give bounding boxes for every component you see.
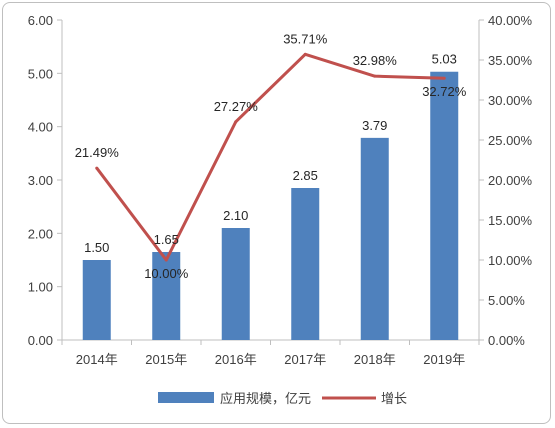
right-tick-label: 15.00% — [488, 213, 533, 228]
x-tick-label: 2018年 — [354, 352, 396, 367]
right-tick-label: 40.00% — [488, 13, 533, 28]
legend-bar-label: 应用规模，亿元 — [220, 391, 311, 407]
line-point — [95, 166, 99, 170]
x-tick-label: 2019年 — [423, 352, 465, 367]
line-data-label: 10.00% — [144, 266, 189, 281]
legend-bar-swatch — [158, 392, 214, 403]
x-tick-label: 2014年 — [76, 352, 118, 367]
bar — [291, 188, 320, 340]
bar-data-label: 3.79 — [362, 118, 387, 133]
right-tick-label: 0.00% — [488, 333, 525, 348]
bar-data-label: 2.85 — [293, 168, 318, 183]
line-data-label: 27.27% — [214, 99, 259, 114]
line-point — [373, 74, 377, 78]
right-tick-label: 30.00% — [488, 93, 533, 108]
left-tick-label: 4.00 — [28, 120, 53, 135]
line-data-label: 32.98% — [353, 53, 398, 68]
bar-data-label: 1.50 — [84, 240, 109, 255]
bar — [152, 252, 181, 340]
bar-data-label: 5.03 — [432, 52, 457, 67]
line-point — [234, 120, 238, 124]
chart-frame — [2, 2, 551, 424]
line-data-label: 32.72% — [422, 84, 467, 99]
line-point — [442, 76, 446, 80]
left-tick-label: 3.00 — [28, 173, 53, 188]
left-tick-label: 1.00 — [28, 280, 53, 295]
left-tick-label: 2.00 — [28, 226, 53, 241]
line-point — [164, 258, 168, 262]
x-tick-label: 2015年 — [145, 352, 187, 367]
bar — [430, 71, 459, 340]
right-tick-label: 35.00% — [488, 53, 533, 68]
right-tick-label: 10.00% — [488, 253, 533, 268]
bar-data-label: 1.65 — [154, 232, 179, 247]
left-tick-label: 5.00 — [28, 66, 53, 81]
bar — [221, 228, 250, 340]
line-data-label: 35.71% — [283, 31, 328, 46]
line-data-label: 21.49% — [75, 145, 120, 160]
bar — [82, 260, 111, 340]
growth-line — [95, 52, 445, 262]
x-tick-label: 2017年 — [284, 352, 326, 367]
right-tick-label: 25.00% — [488, 133, 533, 148]
x-tick-label: 2016年 — [215, 352, 257, 367]
right-tick-label: 5.00% — [488, 293, 525, 308]
bar — [360, 137, 389, 340]
left-tick-label: 0.00 — [28, 333, 53, 348]
line-point — [303, 52, 307, 56]
legend-line-label: 增长 — [381, 392, 407, 407]
left-tick-label: 6.00 — [28, 13, 53, 28]
right-tick-label: 20.00% — [488, 173, 533, 188]
bar-data-label: 2.10 — [223, 208, 248, 223]
